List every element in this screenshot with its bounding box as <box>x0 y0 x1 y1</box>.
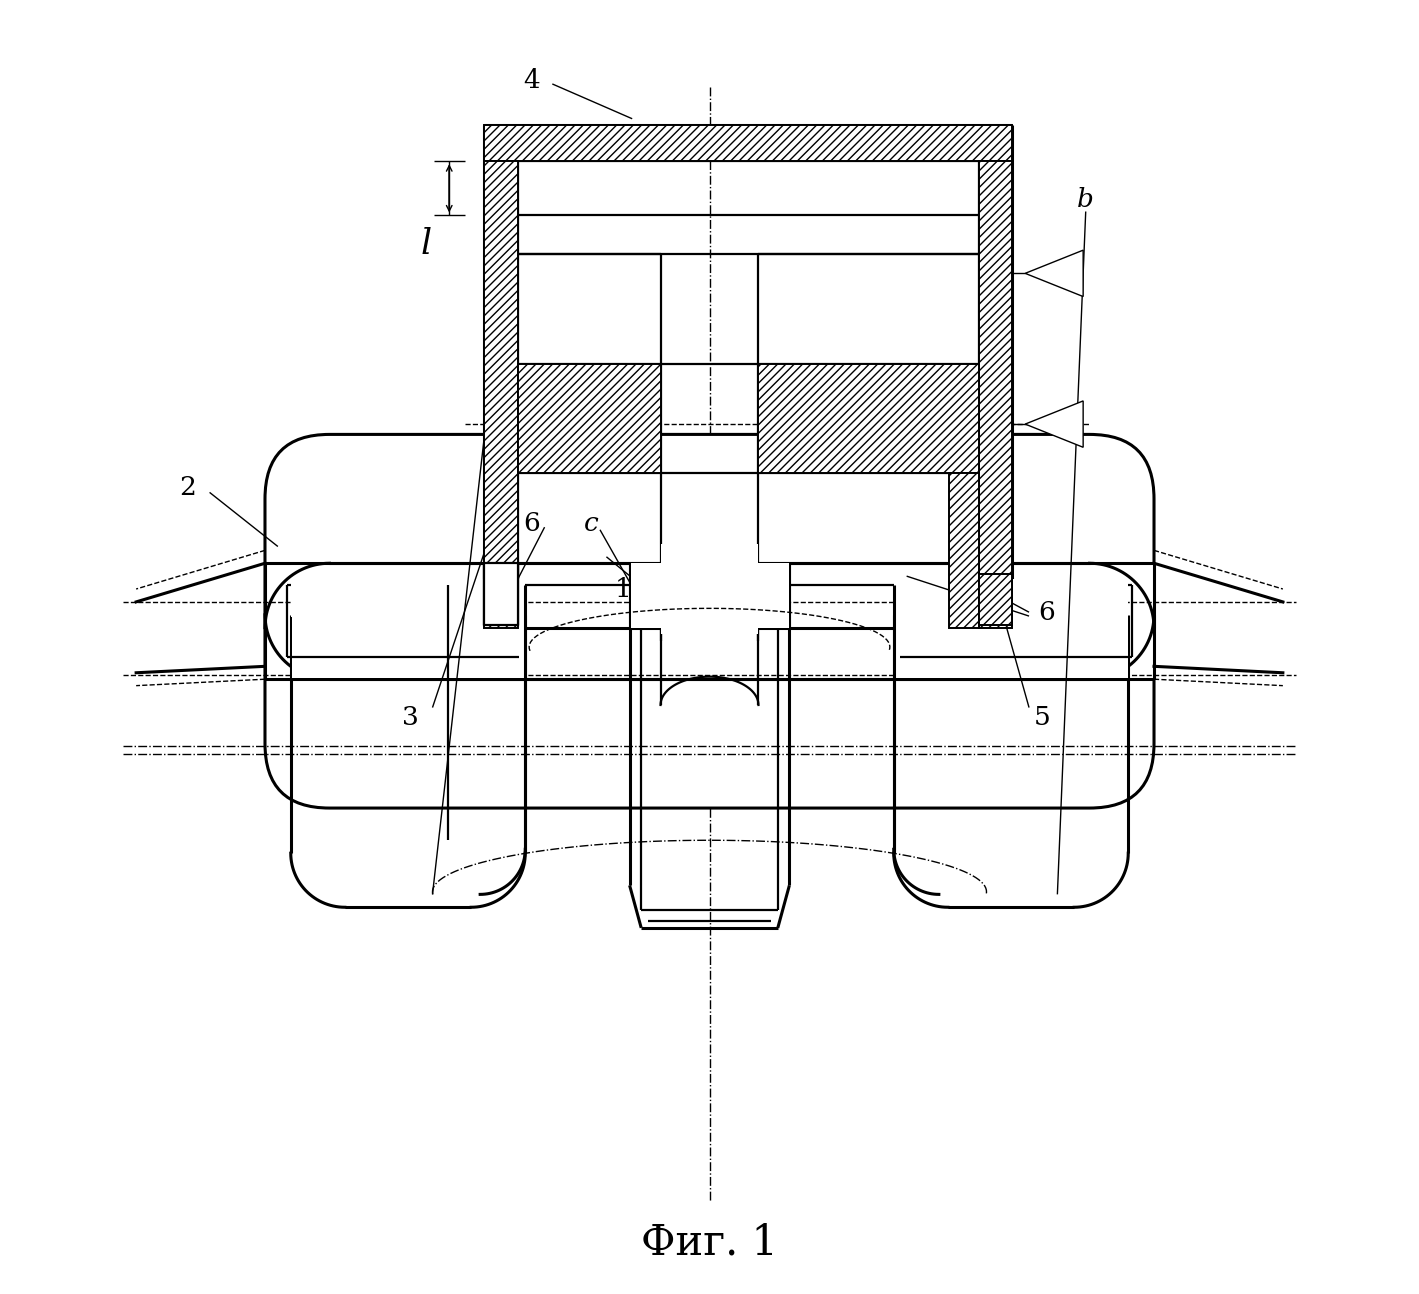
Bar <box>484 162 518 628</box>
Text: 6: 6 <box>1039 599 1056 625</box>
Text: l: l <box>420 226 431 260</box>
Bar <box>265 563 1154 679</box>
Bar <box>894 578 1128 617</box>
Text: 6: 6 <box>524 511 541 536</box>
Polygon shape <box>1025 250 1083 296</box>
Bar <box>759 364 979 474</box>
Text: 3: 3 <box>402 705 419 730</box>
Bar <box>949 474 979 628</box>
Text: 5: 5 <box>1033 705 1050 730</box>
Bar <box>484 126 1012 162</box>
Bar <box>895 616 1128 678</box>
FancyBboxPatch shape <box>265 435 1154 807</box>
Bar <box>979 162 1012 628</box>
Text: 1: 1 <box>614 577 631 602</box>
Polygon shape <box>1025 401 1083 448</box>
Bar <box>484 563 518 625</box>
Text: c: c <box>583 511 599 536</box>
Text: 4: 4 <box>524 67 541 93</box>
Bar <box>660 543 759 634</box>
Text: Фиг. 1: Фиг. 1 <box>641 1222 778 1263</box>
Bar <box>291 578 525 617</box>
Bar <box>631 563 789 628</box>
Bar <box>518 364 660 474</box>
Text: 2: 2 <box>179 475 196 499</box>
Bar <box>979 573 1012 625</box>
Text: b: b <box>1077 188 1094 212</box>
Text: 8: 8 <box>501 188 518 212</box>
Bar <box>292 616 525 678</box>
